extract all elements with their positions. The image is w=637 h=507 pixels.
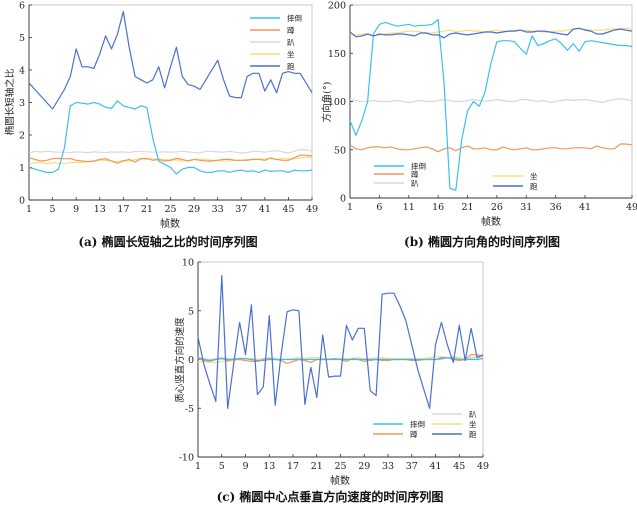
x-tick-label: 13 [263, 461, 275, 472]
legend-label: 摔倒 [411, 161, 426, 171]
x-tick-label: 25 [164, 204, 176, 215]
y-tick-label: 50 [334, 145, 346, 156]
x-tick-label: 37 [406, 461, 418, 472]
series-line-蹲 [28, 154, 313, 164]
y-tick-label: 2 [19, 131, 25, 142]
legend-label: 坐 [287, 50, 295, 59]
legend-label: 跑 [469, 430, 477, 439]
series-line-跑 [349, 27, 633, 39]
x-tick-label: 41 [429, 461, 441, 472]
series-line-坐 [349, 27, 633, 37]
series-line-跑 [197, 275, 484, 409]
legend-label: 摔倒 [410, 419, 425, 429]
y-tick-label: 10 [182, 258, 194, 269]
x-tick-label: 37 [235, 204, 247, 215]
x-tick-label: 1 [347, 202, 353, 213]
legend-label: 蹲 [287, 25, 295, 35]
legend-label: 趴 [469, 410, 477, 419]
legend-label: 趴 [287, 38, 295, 47]
y-tick-label: -10 [179, 453, 194, 464]
x-tick-label: 31 [520, 202, 532, 213]
x-tick-label: 9 [242, 461, 248, 472]
series-line-趴 [349, 97, 633, 104]
series-line-摔倒 [28, 100, 313, 175]
x-tick-label: 29 [358, 461, 370, 472]
chart-a-caption: (a) 椭圆长短轴之比的时间序列图 [78, 235, 258, 249]
x-tick-label: 13 [94, 204, 106, 215]
y-tick-label: 6 [19, 1, 25, 12]
y-tick-label: 100 [328, 97, 346, 108]
y-tick-label: 0 [188, 355, 194, 366]
legend-label: 跑 [530, 182, 538, 191]
chart-b-ylabel: 方向角(°) [322, 81, 333, 123]
chart-a-ylabel: 椭圆长短轴之比 [5, 68, 16, 136]
chart-c: 1 5 9 13 17 21 25 29 33 37 41 45 49 -10 -5 0 5 10 摔倒蹲 趴坐跑 [179, 258, 489, 473]
legend-label: 坐 [469, 420, 477, 429]
x-tick-label: 21 [311, 461, 323, 472]
legend-label: 蹲 [411, 169, 419, 179]
x-tick-label: 21 [461, 202, 473, 213]
x-tick-label: 29 [188, 204, 200, 215]
x-tick-label: 16 [432, 202, 444, 213]
series-line-跑 [28, 10, 313, 110]
x-tick-label: 49 [626, 202, 637, 213]
x-tick-label: 45 [282, 204, 294, 215]
x-tick-label: 36 [550, 202, 562, 213]
chart-c-caption: (c) 椭圆中心点垂直方向速度的时间序列图 [216, 490, 444, 504]
legend-label: 摔倒 [287, 13, 302, 23]
y-tick-label: 0 [19, 196, 25, 207]
y-tick-label: 3 [19, 98, 25, 109]
y-tick-label: 150 [328, 49, 346, 60]
x-tick-label: 49 [306, 204, 318, 215]
chart-c-ylabel: 质心竖直方向的速度 [175, 317, 186, 403]
x-tick-label: 17 [117, 204, 129, 215]
series-line-摔倒 [349, 18, 633, 191]
series-line-蹲 [349, 143, 633, 153]
x-tick-label: 41 [259, 204, 271, 215]
y-tick-label: 200 [328, 1, 346, 12]
legend-label: 跑 [287, 62, 295, 71]
x-tick-label: 26 [491, 202, 503, 213]
x-tick-label: 33 [212, 204, 224, 215]
y-tick-label: 5 [19, 33, 25, 44]
legend-label: 趴 [411, 179, 419, 188]
chart-b-xlabel: 帧数 [481, 217, 501, 228]
chart-b-caption: (b) 椭圆方向角的时间序列图 [404, 235, 560, 249]
y-tick-label: 1 [19, 163, 25, 174]
y-tick-label: -5 [185, 404, 194, 415]
y-tick-label: 5 [188, 306, 194, 317]
x-tick-label: 9 [73, 204, 79, 215]
series-line-摔倒 [197, 357, 484, 362]
x-tick-label: 17 [287, 461, 299, 472]
x-tick-label: 21 [141, 204, 153, 215]
x-tick-label: 5 [50, 204, 56, 215]
x-tick-label: 25 [334, 461, 346, 472]
legend-label: 蹲 [410, 429, 418, 439]
series-line-坐 [197, 356, 483, 363]
series-line-趴 [28, 149, 313, 154]
y-tick-label: 0 [340, 194, 346, 205]
x-tick-label: 33 [382, 461, 394, 472]
legend-label: 坐 [530, 172, 538, 181]
x-tick-label: 1 [26, 204, 32, 215]
x-tick-label: 11 [403, 202, 415, 213]
x-tick-label: 6 [376, 202, 382, 213]
chart-a-xlabel: 帧数 [160, 219, 180, 230]
x-tick-label: 45 [453, 461, 465, 472]
chart-c-xlabel: 帧数 [330, 476, 350, 487]
x-tick-label: 49 [477, 461, 489, 472]
x-tick-label: 5 [219, 461, 225, 472]
x-tick-label: 41 [579, 202, 591, 213]
x-tick-label: 1 [195, 461, 201, 472]
y-tick-label: 4 [19, 66, 25, 77]
